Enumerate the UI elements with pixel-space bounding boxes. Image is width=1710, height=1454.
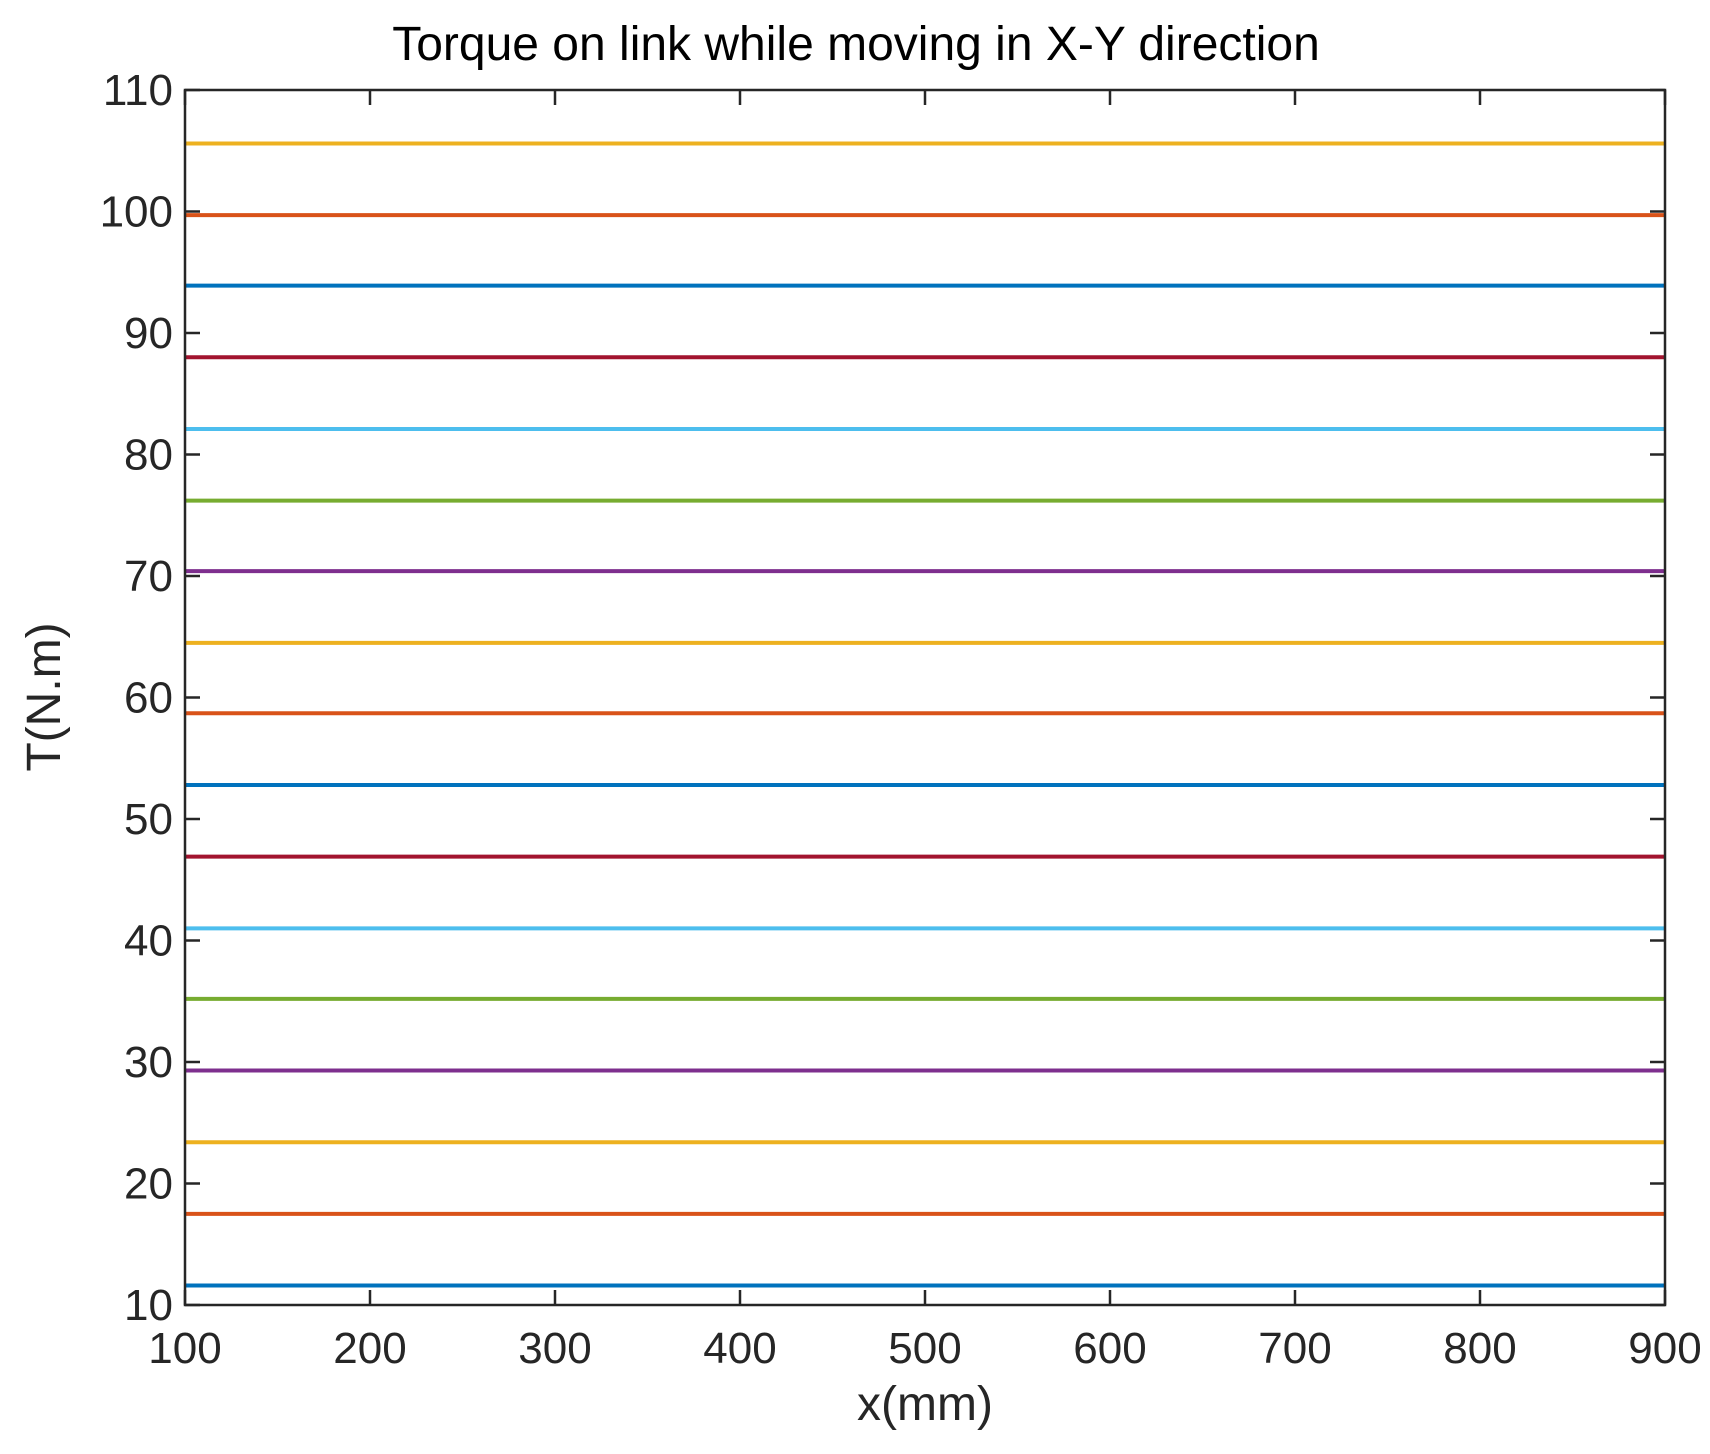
x-tick-label: 100 bbox=[148, 1324, 221, 1373]
x-tick-label: 800 bbox=[1443, 1324, 1516, 1373]
chart-title: Torque on link while moving in X-Y direc… bbox=[392, 18, 1320, 71]
y-tick-label: 90 bbox=[124, 309, 173, 358]
y-tick-label: 40 bbox=[124, 917, 173, 966]
series-layer bbox=[185, 141, 1665, 1288]
x-tick-label: 400 bbox=[703, 1324, 776, 1373]
x-tick-label: 500 bbox=[888, 1324, 961, 1373]
plot-frame bbox=[183, 88, 1667, 1307]
x-tick-label: 900 bbox=[1628, 1324, 1701, 1373]
x-tick-label: 300 bbox=[518, 1324, 591, 1373]
x-axis-label: x(mm) bbox=[857, 1378, 993, 1431]
y-tick-label: 60 bbox=[124, 674, 173, 723]
y-tick-label: 70 bbox=[124, 552, 173, 601]
ticks-layer bbox=[183, 88, 1667, 1307]
x-tick-label: 600 bbox=[1073, 1324, 1146, 1373]
y-axis-label: T(N.m) bbox=[18, 622, 71, 771]
y-tick-label: 110 bbox=[103, 66, 173, 115]
y-tick-label: 80 bbox=[124, 431, 173, 480]
y-tick-label: 20 bbox=[124, 1160, 173, 1209]
x-tick-label: 700 bbox=[1258, 1324, 1331, 1373]
y-tick-label: 100 bbox=[100, 188, 173, 237]
y-tick-label: 50 bbox=[124, 795, 173, 844]
y-tick-labels: 10 20 30 40 50 60 70 80 90 100 110 bbox=[100, 66, 173, 1330]
y-tick-label: 30 bbox=[124, 1038, 173, 1087]
x-tick-labels: 100 200 300 400 500 600 700 800 900 bbox=[148, 1324, 1701, 1373]
y-tick-label: 10 bbox=[124, 1281, 173, 1330]
x-tick-label: 200 bbox=[333, 1324, 406, 1373]
